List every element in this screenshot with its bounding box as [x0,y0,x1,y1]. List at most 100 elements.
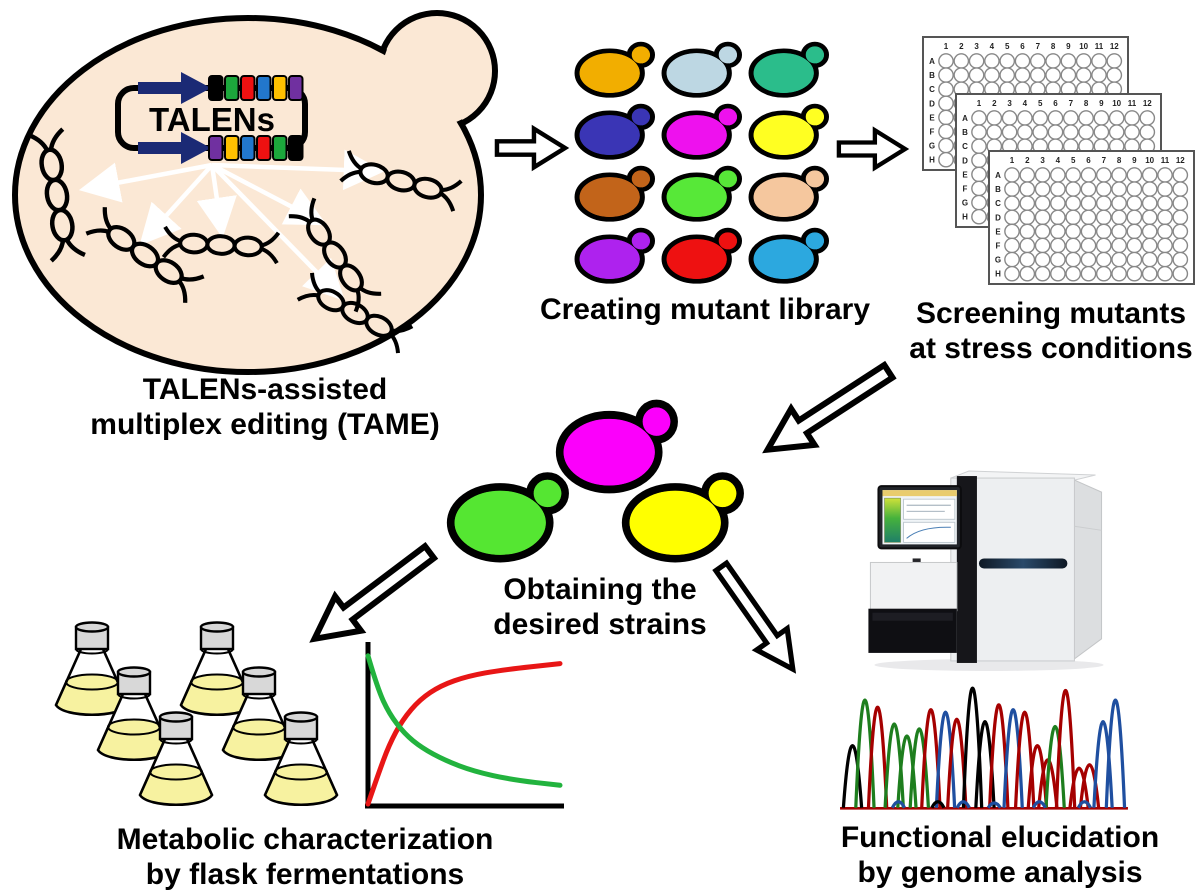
svg-text:12: 12 [1143,99,1152,108]
caption-metabolic-line2: by flask fermentations [145,858,465,891]
caption-screening: Screening mutants at stress conditions [898,296,1204,366]
svg-text:5: 5 [1005,42,1010,51]
svg-text:B: B [929,71,935,80]
svg-text:H: H [995,270,1001,279]
svg-text:2: 2 [992,99,997,108]
svg-text:H: H [929,156,935,165]
yeast-cell-icon [661,227,743,284]
svg-text:G: G [929,142,935,151]
trace-peak [1078,763,1101,808]
flask-icon [54,621,130,717]
caption-library: Creating mutant library [535,292,875,327]
trace-peak [890,800,906,809]
caption-tame-line1: TALENs-assisted [142,373,388,406]
svg-text:E: E [929,113,935,122]
talens-plasmid: TALENs [115,72,308,164]
caption-strains-line2: desired strains [493,608,707,641]
sequencer-tray [869,561,958,612]
svg-text:11: 11 [1161,156,1170,165]
caption-tame: TALENs-assisted multiplex editing (TAME) [55,372,475,442]
svg-text:1: 1 [944,42,949,51]
mutant-cell [746,36,833,98]
trace-peak [1031,800,1047,809]
promoter-arrow-icon [138,132,211,164]
svg-text:A: A [962,114,968,123]
svg-text:1: 1 [977,99,982,108]
trace-peak [1092,720,1114,808]
editing-arrows [78,149,385,302]
cell-membrane [12,10,498,375]
svg-text:9: 9 [1066,42,1071,51]
svg-text:2: 2 [959,42,964,51]
svg-text:F: F [963,185,968,194]
yeast-cell-icon [661,165,743,222]
svg-text:E: E [962,170,968,179]
svg-text:G: G [995,256,1001,265]
caption-screening-line2: at stress conditions [909,332,1193,365]
svg-text:F: F [930,128,935,137]
svg-text:9: 9 [1132,156,1137,165]
promoter-arrow-icon [138,72,211,104]
arrow-to-genome-analysis-icon [712,559,797,674]
svg-text:1: 1 [1010,156,1015,165]
caption-screening-line1: Screening mutants [915,297,1187,330]
svg-text:7: 7 [1102,156,1107,165]
yeast-cell-icon [574,103,656,160]
svg-text:7: 7 [1069,99,1074,108]
mutant-cell [746,98,833,160]
trace-peak [1026,743,1049,808]
trace-peak [934,710,957,808]
svg-text:4: 4 [1023,99,1028,108]
fermentation-flasks [54,621,339,807]
svg-text:E: E [995,227,1001,236]
mutant-cell [572,222,659,284]
svg-text:3: 3 [1040,156,1045,165]
yeast-cell-icon [661,41,743,98]
yeast-cell-icon [574,41,656,98]
caption-metabolic: Metabolic characterization by flask ferm… [55,822,555,892]
yeast-cell-icon [574,227,656,284]
mutant-cell [572,98,659,160]
trace-peak [1002,708,1024,808]
svg-text:8: 8 [1117,156,1122,165]
mutant-cell [659,36,746,98]
selected-strain-magenta [552,390,684,494]
tale-repeat-blocks-top [208,75,304,101]
selected-strain-yellow [618,463,750,563]
caption-functional: Functional elucidation by genome analysi… [810,820,1190,890]
yeast-cell-icon [446,472,569,563]
svg-text:D: D [929,99,935,108]
sequencer-monitor [877,485,962,550]
dna-sequencer-image [868,470,1104,671]
svg-text:5: 5 [1071,156,1076,165]
svg-text:A: A [929,57,935,66]
svg-text:12: 12 [1176,156,1185,165]
yeast-cell-icon [661,103,743,160]
yeast-cell-icon [748,227,830,284]
svg-text:C: C [929,85,935,94]
trace-peak [1044,725,1066,808]
mutant-cell [659,98,746,160]
caption-functional-line1: Functional elucidation [840,821,1160,854]
yeast-cell-icon [748,103,830,160]
svg-text:6: 6 [1020,42,1025,51]
trace-peak [1076,800,1092,809]
tale-repeat-blocks-bottom [208,135,304,161]
svg-text:B: B [962,128,968,137]
plasmid-label: TALENs [149,101,275,138]
well-plates-stack: 1 2 3 4 5 6 7 8 9 10 11 12 A B C D E F G H 1 2 3 4 5 6 7 8 9 10 11 12 A… [922,36,1198,288]
svg-text:10: 10 [1079,42,1088,51]
mutant-cell [746,160,833,222]
trace-peak [896,734,918,808]
trace-peak [930,800,946,809]
fermentation-chart [352,638,567,818]
svg-text:4: 4 [990,42,995,51]
arrow-to-fermentation-icon [309,541,439,643]
svg-text:3: 3 [1007,99,1012,108]
svg-text:11: 11 [1128,99,1137,108]
selected-strain-green [443,463,575,563]
svg-text:11: 11 [1095,42,1104,51]
arrow-to-library-icon [494,124,570,172]
mutant-cell [572,160,659,222]
